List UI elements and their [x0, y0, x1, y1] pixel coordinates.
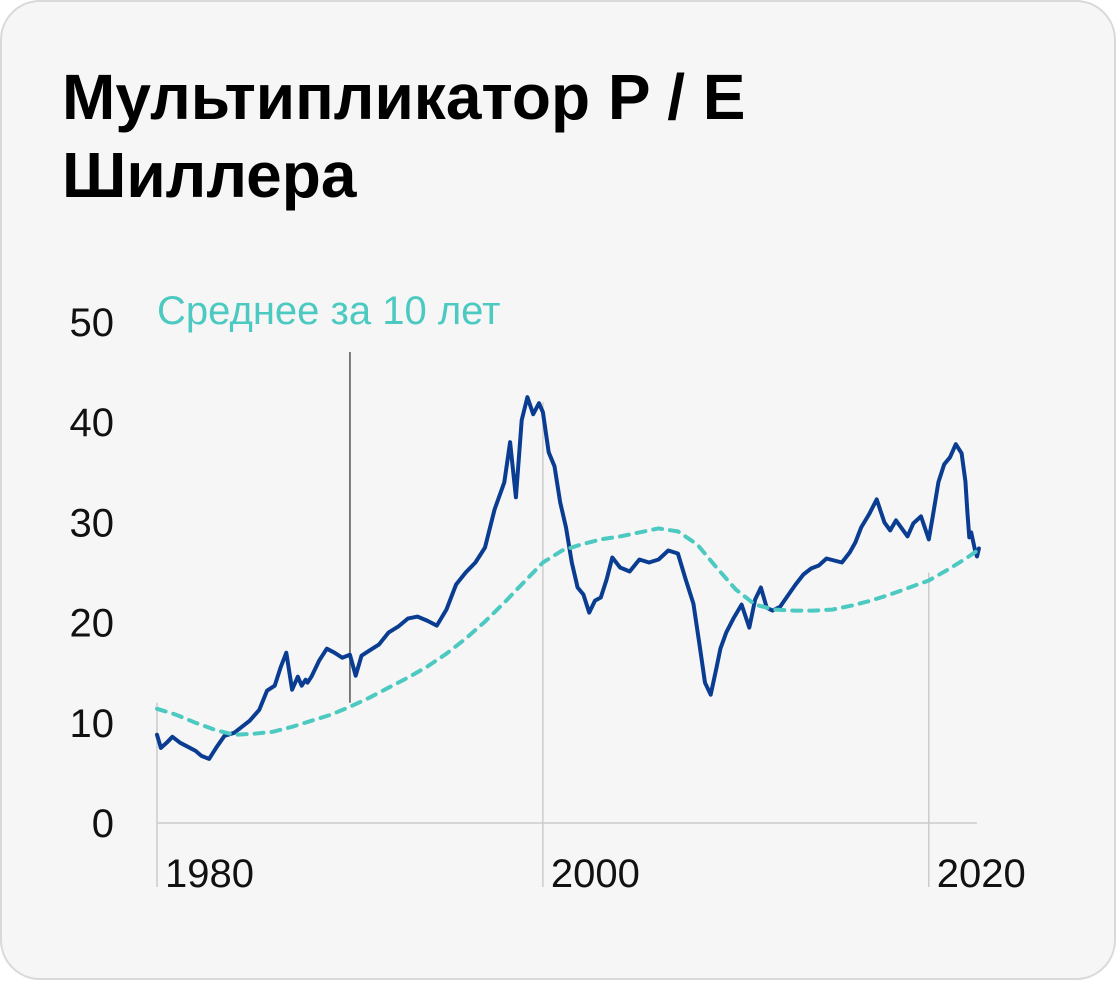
- series-line-cape: [155, 395, 981, 761]
- grid-layer: [156, 402, 977, 887]
- y-tick-label-50: 50: [70, 301, 115, 345]
- x-tick-label-1980: 1980: [165, 852, 254, 896]
- series-layer: [155, 395, 981, 761]
- x-tick-label-2000: 2000: [551, 852, 640, 896]
- x-tick-label-2020: 2020: [937, 852, 1026, 896]
- chart-title: Мультипликатор P / E Шиллера: [62, 61, 746, 211]
- annotation-label: Среднее за 10 лет: [157, 289, 500, 333]
- annotation-layer: Среднее за 10 лет: [157, 289, 500, 703]
- y-tick-label-40: 40: [70, 401, 115, 445]
- series-line-10yr-average: [155, 526, 981, 737]
- y-tick-label-10: 10: [70, 702, 115, 746]
- y-tick-label-30: 30: [70, 501, 115, 545]
- y-tick-label-20: 20: [70, 602, 115, 646]
- axis-layer: 1980 2000 2020 0 10 20 30 40 50: [70, 301, 1026, 896]
- y-tick-label-0: 0: [92, 802, 114, 846]
